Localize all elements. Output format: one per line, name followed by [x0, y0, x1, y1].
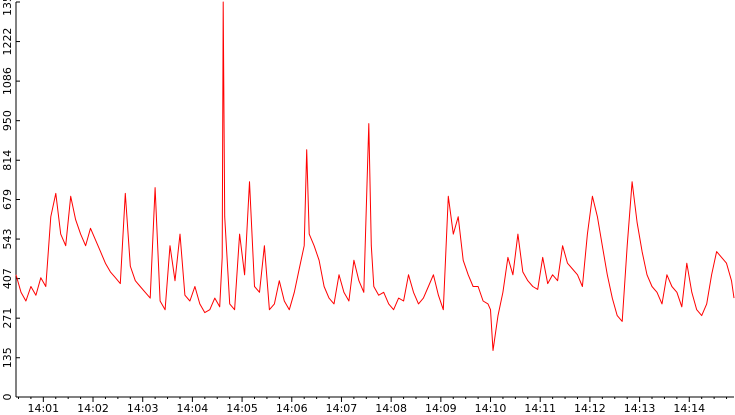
- y-tick-label: 1222: [1, 28, 14, 56]
- series-line: [15, 1, 735, 351]
- x-tick-label: 14:01: [27, 402, 59, 415]
- x-axis: 14:01 14:02 14:03 14:04 14:05 14:06 14:07 14:08…: [16, 396, 734, 415]
- y-tick-label: 135: [1, 347, 14, 368]
- y-tick-label: 814: [1, 150, 14, 171]
- y-axis: 0 135 271 407 543 679 814 950 1086 1222 1358: [1, 0, 20, 401]
- x-tick-label: 14:05: [226, 402, 258, 415]
- x-tick-label: 14:03: [127, 402, 159, 415]
- y-tick-label: 407: [1, 268, 14, 289]
- x-tick-label: 14:14: [673, 402, 705, 415]
- x-tick-label: 14:11: [524, 402, 556, 415]
- plot-area: [15, 1, 735, 351]
- x-tick-label: 14:12: [574, 402, 606, 415]
- x-tick-label: 14:08: [375, 402, 407, 415]
- y-tick-label: 950: [1, 110, 14, 131]
- x-tick-label: 14:13: [624, 402, 656, 415]
- y-tick-label: 1086: [1, 67, 14, 95]
- x-tick-label: 14:09: [425, 402, 457, 415]
- y-tick-label: 271: [1, 308, 14, 329]
- y-tick-label: 0: [1, 394, 14, 401]
- x-tick-label: 14:06: [276, 402, 308, 415]
- x-tick-label: 14:07: [326, 402, 358, 415]
- y-tick-label: 543: [1, 229, 14, 250]
- y-tick-label: 679: [1, 189, 14, 210]
- y-tick-label: 1358: [1, 0, 14, 16]
- x-tick-label: 14:10: [475, 402, 507, 415]
- x-tick-label: 14:02: [77, 402, 109, 415]
- x-tick-label: 14:04: [177, 402, 209, 415]
